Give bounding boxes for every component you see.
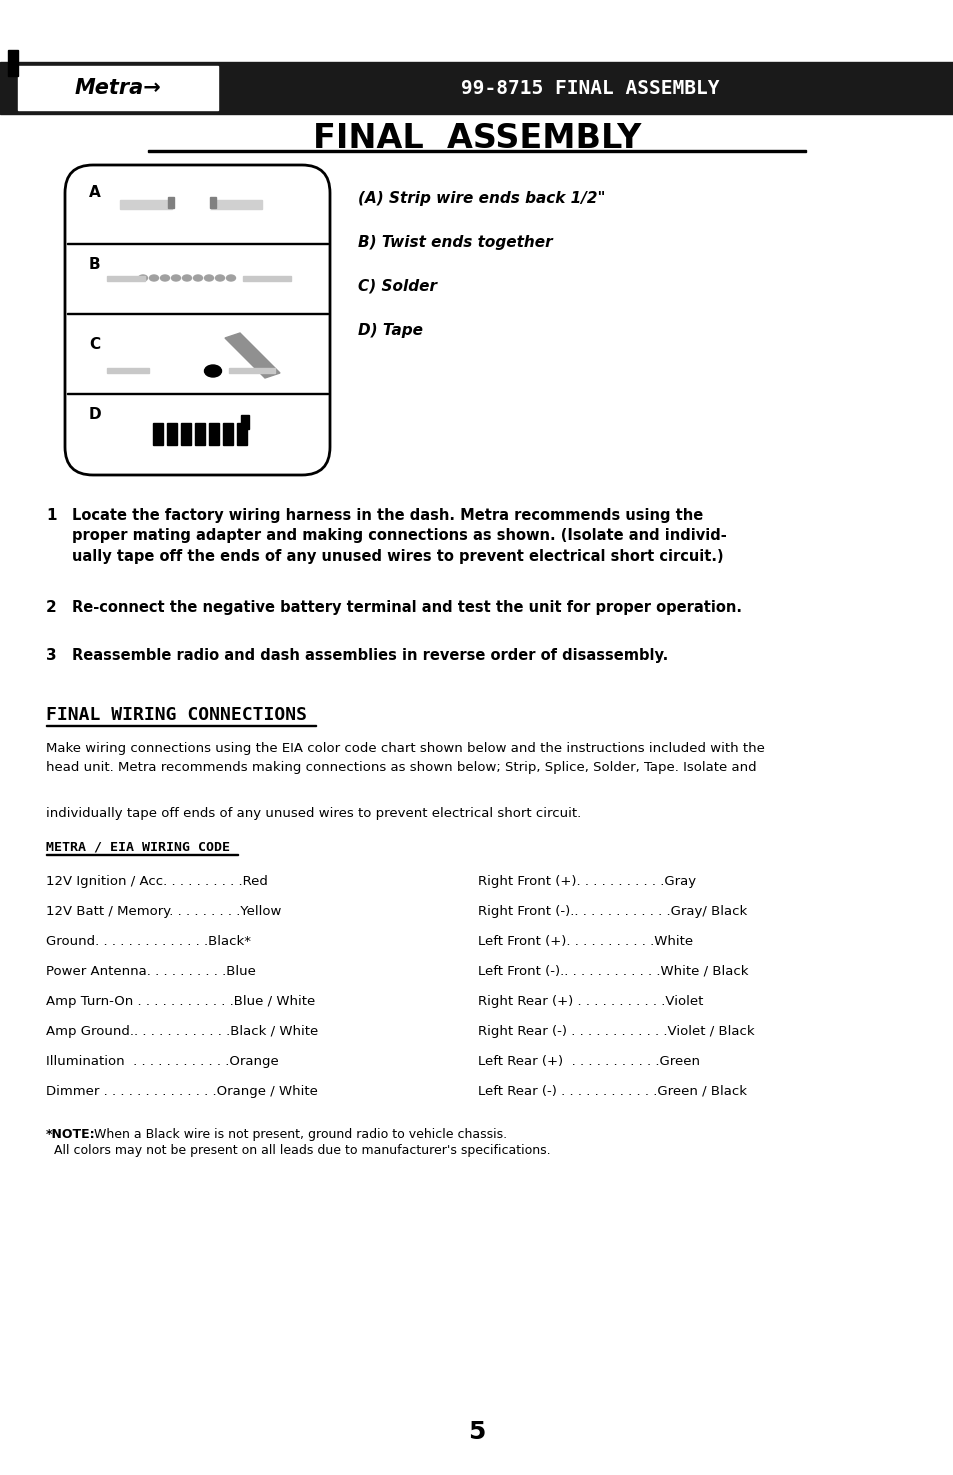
Text: Right Front (-).. . . . . . . . . . . .Gray/ Black: Right Front (-).. . . . . . . . . . . .G… <box>477 906 746 917</box>
Text: 5: 5 <box>468 1420 485 1444</box>
Bar <box>46 724 315 726</box>
Text: Right Front (+). . . . . . . . . . .Gray: Right Front (+). . . . . . . . . . .Gray <box>477 875 696 888</box>
Text: 12V Batt / Memory. . . . . . . . .Yellow: 12V Batt / Memory. . . . . . . . .Yellow <box>46 906 281 917</box>
Text: *NOTE:: *NOTE: <box>46 1128 95 1142</box>
FancyBboxPatch shape <box>65 165 330 475</box>
Bar <box>67 313 328 314</box>
Ellipse shape <box>193 274 202 282</box>
Bar <box>173 201 210 209</box>
Ellipse shape <box>215 274 224 282</box>
Text: Locate the factory wiring harness in the dash. Metra recommends using the
proper: Locate the factory wiring harness in the… <box>71 507 726 563</box>
Text: Left Front (+). . . . . . . . . . .White: Left Front (+). . . . . . . . . . .White <box>477 935 693 948</box>
Text: Right Rear (-) . . . . . . . . . . . .Violet / Black: Right Rear (-) . . . . . . . . . . . .Vi… <box>477 1025 754 1038</box>
Ellipse shape <box>182 274 192 282</box>
Text: Power Antenna. . . . . . . . . .Blue: Power Antenna. . . . . . . . . .Blue <box>46 965 255 978</box>
Text: Left Rear (+)  . . . . . . . . . . .Green: Left Rear (+) . . . . . . . . . . .Green <box>477 1055 700 1068</box>
Text: Illumination  . . . . . . . . . . . .Orange: Illumination . . . . . . . . . . . .Oran… <box>46 1055 278 1068</box>
Ellipse shape <box>150 274 158 282</box>
Text: Reassemble radio and dash assemblies in reverse order of disassembly.: Reassemble radio and dash assemblies in … <box>71 648 667 662</box>
Bar <box>194 423 205 445</box>
Text: Re-connect the negative battery terminal and test the unit for proper operation.: Re-connect the negative battery terminal… <box>71 600 741 615</box>
Bar <box>67 242 328 243</box>
Text: FINAL WIRING CONNECTIONS: FINAL WIRING CONNECTIONS <box>46 707 307 724</box>
Bar <box>168 198 173 208</box>
Text: Ground. . . . . . . . . . . . . .Black*: Ground. . . . . . . . . . . . . .Black* <box>46 935 251 948</box>
Text: individually tape off ends of any unused wires to prevent electrical short circu: individually tape off ends of any unused… <box>46 807 580 820</box>
Bar <box>236 423 247 445</box>
Bar <box>152 423 163 445</box>
Ellipse shape <box>204 364 221 378</box>
Text: (A) Strip wire ends back 1/2": (A) Strip wire ends back 1/2" <box>357 190 605 205</box>
Text: D: D <box>89 407 102 422</box>
Bar <box>67 392 328 394</box>
Bar <box>209 423 219 445</box>
Bar <box>229 367 274 373</box>
Bar <box>107 367 149 373</box>
Text: A: A <box>89 184 101 201</box>
Bar <box>18 66 218 111</box>
Ellipse shape <box>172 274 180 282</box>
Ellipse shape <box>160 274 170 282</box>
Text: Make wiring connections using the EIA color code chart shown below and the instr: Make wiring connections using the EIA co… <box>46 742 764 773</box>
Ellipse shape <box>138 274 148 282</box>
Text: Right Rear (+) . . . . . . . . . . .Violet: Right Rear (+) . . . . . . . . . . .Viol… <box>477 996 702 1007</box>
Text: Metra→: Metra→ <box>74 78 161 97</box>
Bar <box>210 198 215 208</box>
Polygon shape <box>225 333 280 378</box>
Text: C: C <box>89 336 100 353</box>
Text: FINAL  ASSEMBLY: FINAL ASSEMBLY <box>313 121 640 155</box>
Text: 1: 1 <box>46 507 56 524</box>
Text: Amp Turn-On . . . . . . . . . . . .Blue / White: Amp Turn-On . . . . . . . . . . . .Blue … <box>46 996 314 1007</box>
Text: 3: 3 <box>46 648 56 662</box>
Bar <box>241 414 249 429</box>
Bar <box>148 149 805 152</box>
Ellipse shape <box>204 274 213 282</box>
Text: D) Tape: D) Tape <box>357 323 422 338</box>
Bar <box>167 423 177 445</box>
Text: METRA / EIA WIRING CODE: METRA / EIA WIRING CODE <box>46 839 230 853</box>
Bar <box>223 423 233 445</box>
Text: Dimmer . . . . . . . . . . . . . .Orange / White: Dimmer . . . . . . . . . . . . . .Orange… <box>46 1086 317 1097</box>
Text: B) Twist ends together: B) Twist ends together <box>357 235 552 249</box>
Text: All colors may not be present on all leads due to manufacturer's specifications.: All colors may not be present on all lea… <box>46 1145 550 1156</box>
Bar <box>107 276 145 282</box>
Text: 12V Ignition / Acc. . . . . . . . . .Red: 12V Ignition / Acc. . . . . . . . . .Red <box>46 875 268 888</box>
Ellipse shape <box>226 274 235 282</box>
Text: Left Rear (-) . . . . . . . . . . . .Green / Black: Left Rear (-) . . . . . . . . . . . .Gre… <box>477 1086 746 1097</box>
Bar <box>120 201 172 209</box>
Text: B: B <box>89 257 100 271</box>
Text: 99-8715 FINAL ASSEMBLY: 99-8715 FINAL ASSEMBLY <box>460 78 719 97</box>
Text: Amp Ground.. . . . . . . . . . . .Black / White: Amp Ground.. . . . . . . . . . . .Black … <box>46 1025 318 1038</box>
Text: When a Black wire is not present, ground radio to vehicle chassis.: When a Black wire is not present, ground… <box>90 1128 507 1142</box>
Text: C) Solder: C) Solder <box>357 279 436 294</box>
Text: 2: 2 <box>46 600 56 615</box>
Bar <box>210 201 262 209</box>
Text: Left Front (-).. . . . . . . . . . . .White / Black: Left Front (-).. . . . . . . . . . . .Wh… <box>477 965 748 978</box>
Bar <box>181 423 191 445</box>
Bar <box>243 276 291 282</box>
Bar <box>0 62 953 114</box>
Bar <box>8 50 18 77</box>
